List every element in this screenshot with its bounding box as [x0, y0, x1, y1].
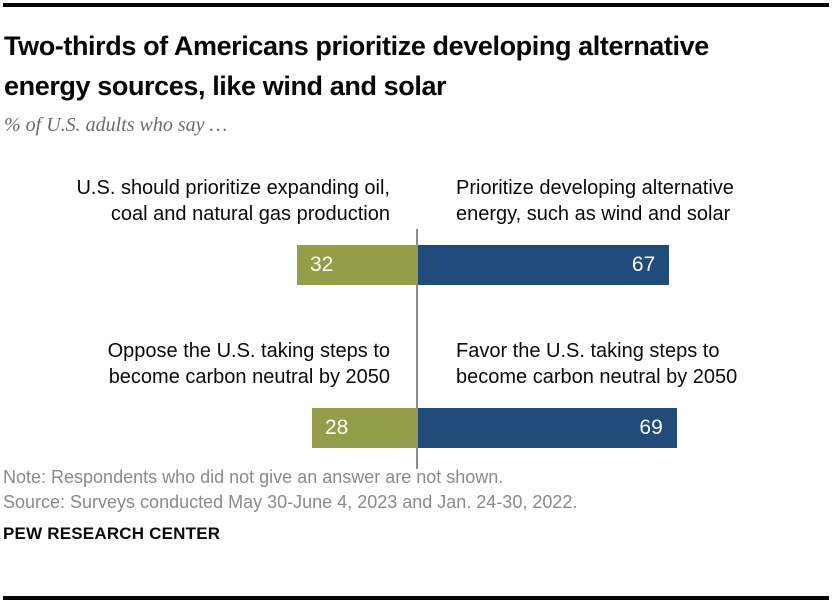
note-text: Note: Respondents who did not give an an…: [3, 467, 504, 487]
bottom-rule: [3, 596, 829, 600]
row1-right-bar-value: 67: [631, 253, 656, 276]
row2-left-bar-value: 28: [325, 416, 349, 439]
row2-left-bar: 28: [312, 408, 417, 448]
source-text: Source: Surveys conducted May 30-June 4,…: [3, 492, 578, 512]
row2-right-bar: 69: [418, 408, 677, 448]
row1-right-category-label: Prioritize developing alternative energy…: [456, 177, 734, 225]
row2-left-category-label: Oppose the U.S. taking steps to become c…: [107, 340, 390, 388]
row1-left-bar: 32: [297, 245, 417, 285]
top-rule: [3, 3, 829, 7]
row1-left-bar-value: 32: [310, 253, 334, 276]
row1-right-bar: 67: [418, 245, 670, 285]
chart-subtitle: % of U.S. adults who say …: [4, 114, 228, 136]
axis-divider-line: [416, 229, 418, 469]
row1-left-category-label: U.S. should prioritize expanding oil, co…: [76, 177, 390, 225]
page-title: Two-thirds of Americans prioritize devel…: [4, 31, 709, 101]
row2-right-category-label: Favor the U.S. taking steps to become ca…: [456, 340, 738, 388]
pew-research-center-wordmark: PEW RESEARCH CENTER: [3, 524, 221, 543]
row2-right-bar-value: 69: [639, 416, 663, 439]
